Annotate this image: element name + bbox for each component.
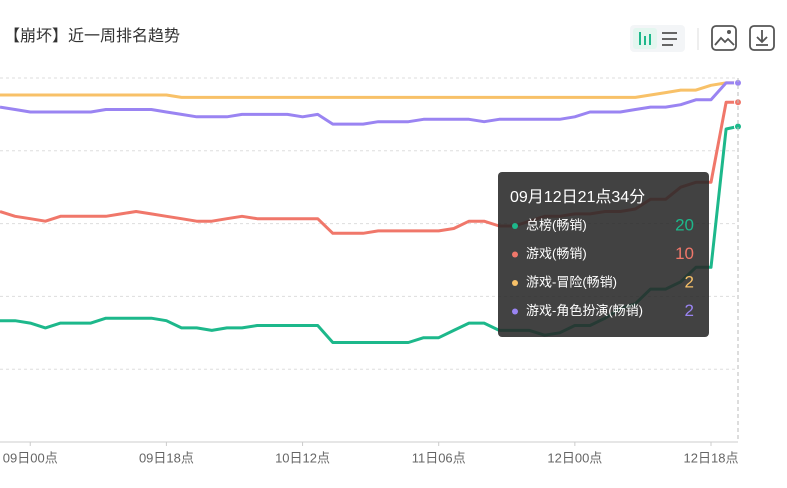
tooltip-title: 09月12日21点34分 xyxy=(510,188,645,206)
download-button[interactable] xyxy=(749,25,775,51)
tooltip-dot xyxy=(512,251,518,258)
tooltip-value: 20 xyxy=(675,215,694,234)
tooltip-name: 游戏-角色扮演(畅销) xyxy=(526,303,643,318)
tooltip-dot xyxy=(512,308,518,315)
x-tick-label: 12日18点 xyxy=(684,450,739,465)
tooltip-box xyxy=(498,172,709,337)
x-tick-label: 09日18点 xyxy=(139,450,194,465)
x-tick-label: 11日06点 xyxy=(412,450,466,465)
tooltip-value: 2 xyxy=(685,301,694,320)
tooltip-value: 2 xyxy=(685,272,694,291)
image-icon xyxy=(714,36,735,46)
list-icon[interactable] xyxy=(662,32,677,46)
image-button[interactable] xyxy=(711,25,737,51)
toolbar xyxy=(630,25,775,52)
tooltip-dot xyxy=(512,223,518,229)
image-icon-dot xyxy=(727,30,731,34)
tooltip-value: 10 xyxy=(675,244,694,263)
grid: 09日00点 09日18点 10日12点 11日06点 12日00点 12日18点 xyxy=(0,77,739,465)
tooltip-name: 总榜(畅销) xyxy=(526,217,587,232)
tooltip-name: 游戏(畅销) xyxy=(526,246,587,261)
series-line xyxy=(0,81,738,99)
chart-title: 【崩坏】近一周排名趋势 xyxy=(4,27,180,45)
x-tick-label: 12日00点 xyxy=(547,450,602,465)
tooltip: 09月12日21点34分 总榜(畅销) 20 游戏(畅销) 10 游戏-冒险(畅销) 2 游… xyxy=(498,172,709,337)
download-icon xyxy=(756,30,768,46)
x-tick-label: 10日12点 xyxy=(275,450,330,465)
tooltip-dot xyxy=(512,280,518,286)
series-line xyxy=(0,81,738,126)
tooltip-name: 游戏-冒险(畅销) xyxy=(526,274,617,289)
bar-icon xyxy=(639,32,651,45)
x-tick-label: 09日00点 xyxy=(3,450,58,465)
